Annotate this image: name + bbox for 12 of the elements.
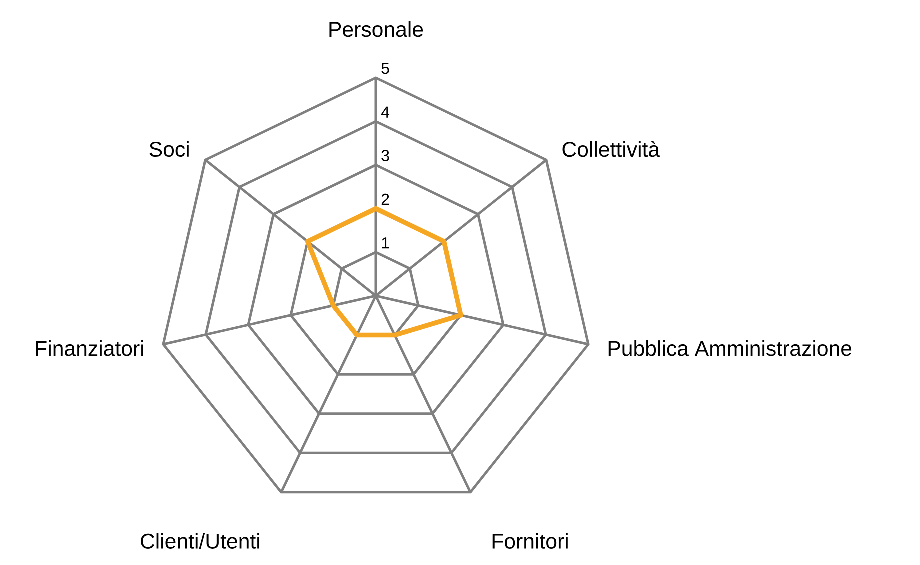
- spoke-label: Pubblica Amministrazione: [608, 340, 852, 356]
- spoke-label: Personale: [330, 22, 424, 38]
- y-tick-label: 3: [382, 150, 390, 162]
- spoke-label: Finanziatori: [36, 340, 144, 356]
- y-tick-label: 1: [382, 238, 390, 249]
- y-tick-label: 4: [381, 106, 390, 118]
- spoke-label: Soci: [150, 141, 189, 158]
- spoke-label: Clienti/Utenti: [141, 533, 260, 549]
- spoke-label: Collettività: [562, 141, 660, 158]
- spoke-label: Fornitori: [492, 533, 568, 549]
- y-tick-label: 5: [382, 63, 390, 74]
- y-tick-label: 2: [382, 194, 390, 206]
